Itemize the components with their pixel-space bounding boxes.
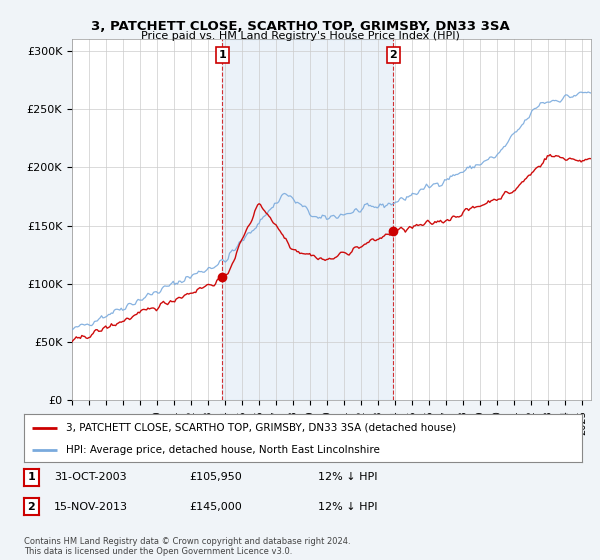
Text: This data is licensed under the Open Government Licence v3.0.: This data is licensed under the Open Gov…	[24, 548, 292, 557]
Text: 2: 2	[389, 50, 397, 60]
Text: 12% ↓ HPI: 12% ↓ HPI	[318, 502, 377, 512]
Text: 31-OCT-2003: 31-OCT-2003	[54, 472, 127, 482]
Text: 3, PATCHETT CLOSE, SCARTHO TOP, GRIMSBY, DN33 3SA (detached house): 3, PATCHETT CLOSE, SCARTHO TOP, GRIMSBY,…	[66, 423, 456, 433]
Text: £145,000: £145,000	[189, 502, 242, 512]
Text: 3, PATCHETT CLOSE, SCARTHO TOP, GRIMSBY, DN33 3SA: 3, PATCHETT CLOSE, SCARTHO TOP, GRIMSBY,…	[91, 20, 509, 32]
Text: HPI: Average price, detached house, North East Lincolnshire: HPI: Average price, detached house, Nort…	[66, 445, 380, 455]
Bar	[222, 39, 393, 400]
Text: 12% ↓ HPI: 12% ↓ HPI	[318, 472, 377, 482]
Text: Contains HM Land Registry data © Crown copyright and database right 2024.: Contains HM Land Registry data © Crown c…	[24, 538, 350, 547]
Text: Price paid vs. HM Land Registry's House Price Index (HPI): Price paid vs. HM Land Registry's House …	[140, 31, 460, 41]
Text: 1: 1	[28, 472, 35, 482]
Text: 1: 1	[218, 50, 226, 60]
Text: £105,950: £105,950	[189, 472, 242, 482]
Text: 2: 2	[28, 502, 35, 512]
Text: 15-NOV-2013: 15-NOV-2013	[54, 502, 128, 512]
